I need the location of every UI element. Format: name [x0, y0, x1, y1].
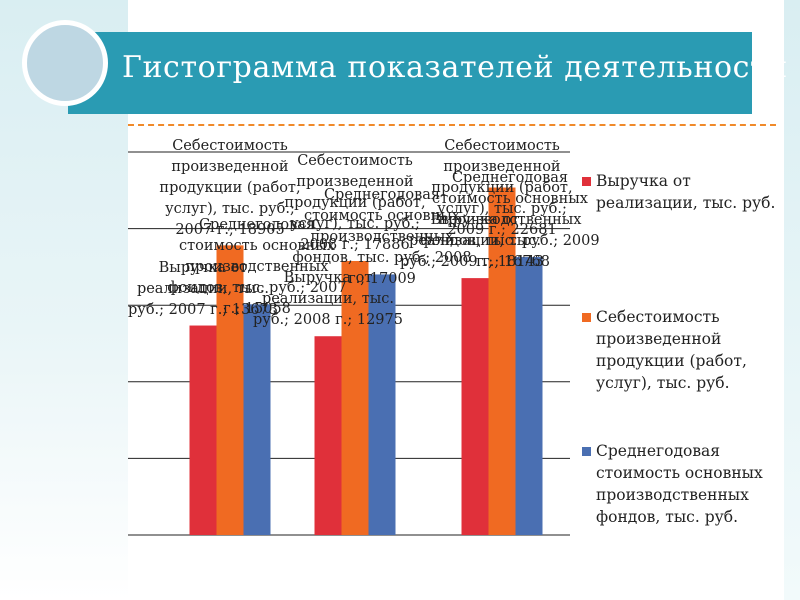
legend-swatch — [582, 177, 591, 186]
slide-title: Гистограмма показателей деятельности — [122, 50, 788, 85]
bar-cost-1 — [216, 245, 244, 535]
data-label: Среднегодовая стоимость основных произво… — [292, 187, 472, 288]
title-bar — [68, 32, 752, 114]
title-circle-decor — [22, 20, 108, 106]
data-label: Выручка от реализации, тыс. руб.; 2007 г… — [128, 259, 278, 318]
data-label: Себестоимость произведенной продукции (р… — [431, 138, 573, 238]
right-decor-strip — [784, 0, 800, 600]
data-label: Себестоимость произведенной продукции (р… — [284, 152, 426, 253]
data-label: Себестоимость произведенной продукции (р… — [159, 138, 301, 238]
bar-assets-1 — [243, 304, 271, 535]
title-divider — [128, 124, 776, 126]
bar-revenue-1 — [189, 325, 217, 535]
bar-cost-3 — [488, 187, 516, 535]
bar-revenue-2 — [314, 336, 342, 535]
legend-label: Среднегодовая стоимость основных произво… — [596, 442, 763, 526]
bar-assets-3 — [515, 257, 543, 535]
data-label: Среднегодовая стоимость основных произво… — [420, 170, 600, 271]
legend-label: Выручка от реализации, тыс. руб. — [596, 172, 776, 212]
bar-revenue-3 — [461, 278, 489, 535]
legend-swatch — [582, 313, 591, 322]
bar-assets-2 — [368, 274, 396, 535]
data-label: Среднегодовая стоимость основных произво… — [167, 217, 347, 318]
data-label: Выручка от реализации, тыс. руб.; 2009 г… — [400, 212, 550, 271]
bar-cost-2 — [341, 260, 369, 535]
data-label: Выручка от реализации, тыс. руб.; 2008 г… — [253, 270, 403, 329]
legend-label: Себестоимость произведенной продукции (р… — [596, 308, 747, 392]
legend-swatch — [582, 447, 591, 456]
